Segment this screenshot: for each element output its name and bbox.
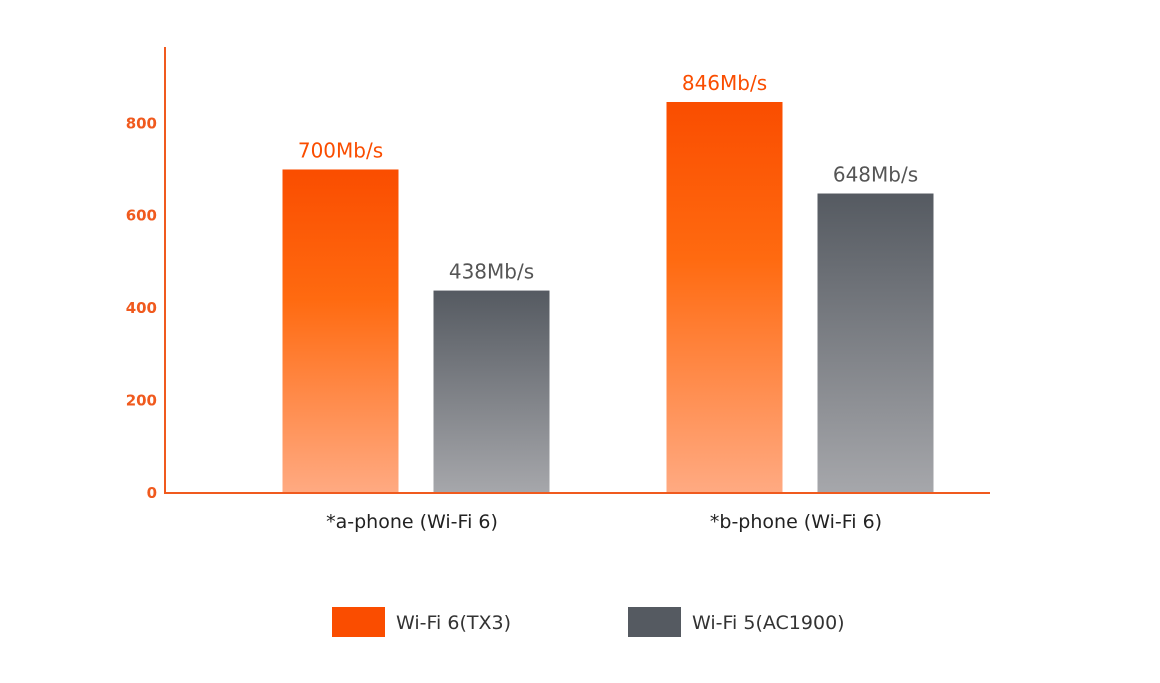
data-label: 700Mb/s [298,138,383,162]
x-category-label: *a-phone (Wi-Fi 6) [326,511,498,533]
data-label: 846Mb/s [682,71,767,95]
legend-swatch [628,607,681,637]
y-tick-label: 0 [147,484,157,502]
y-tick-label: 200 [126,392,157,410]
bar-wifi5-a-phone [433,290,550,493]
data-label: 438Mb/s [449,260,534,284]
y-tick-label: 400 [126,299,157,317]
legend-label: Wi-Fi 5(AC1900) [692,612,845,634]
data-label: 648Mb/s [833,163,918,187]
legend-swatch [332,607,385,637]
data-labels: 700Mb/s 438Mb/s 846Mb/s 648Mb/s [298,71,918,284]
bar-wifi6-b-phone [666,101,783,493]
bars [282,101,934,494]
bar-wifi5-b-phone [817,193,934,494]
y-tick-label: 600 [126,207,157,225]
legend-label: Wi-Fi 6(TX3) [396,612,511,634]
y-tick-label: 800 [126,114,157,132]
x-axis-categories: *a-phone (Wi-Fi 6) *b-phone (Wi-Fi 6) [326,511,882,533]
y-axis-ticks: 0 200 400 600 800 [126,114,157,502]
x-category-label: *b-phone (Wi-Fi 6) [710,511,882,533]
bar-wifi6-a-phone [282,169,399,493]
legend: Wi-Fi 6(TX3) Wi-Fi 5(AC1900) [332,607,845,637]
